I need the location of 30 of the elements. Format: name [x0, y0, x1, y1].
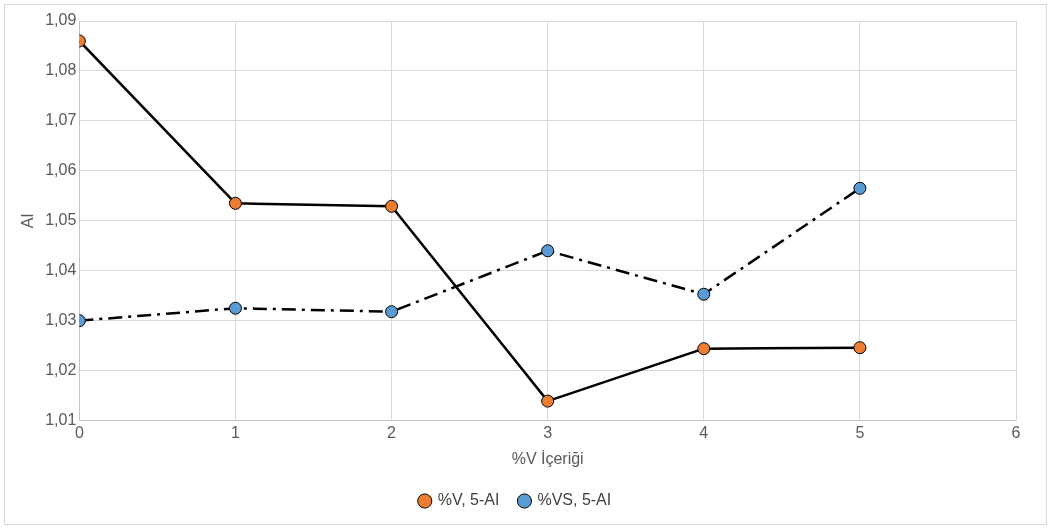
x-tick-label: 4	[699, 423, 709, 441]
legend-label: %V, 5-AI	[437, 491, 500, 509]
legend-label: %VS, 5-AI	[537, 491, 612, 509]
y-axis-title: AI	[19, 213, 37, 229]
y-tick-label: 1,03	[45, 311, 77, 329]
x-tick-label: 2	[387, 423, 397, 441]
x-tick-label: 5	[855, 423, 865, 441]
y-tick-label: 1,08	[45, 61, 77, 79]
y-tick-label: 1,05	[45, 211, 77, 229]
y-tick-label: 1,04	[45, 261, 77, 279]
point	[853, 341, 867, 355]
point	[853, 181, 867, 195]
y-tick-label: 1,01	[45, 411, 77, 429]
y-tick-label: 1,09	[45, 11, 77, 29]
x-tick-label: 6	[1011, 423, 1021, 441]
point	[228, 301, 242, 315]
x-tick-label: 3	[543, 423, 553, 441]
y-tick-label: 1,02	[45, 361, 77, 379]
point	[697, 342, 711, 356]
point	[541, 394, 555, 408]
y-tick-label: 1,06	[45, 161, 77, 179]
x-tick-label: 1	[231, 423, 240, 441]
point	[385, 305, 399, 319]
point	[385, 199, 399, 213]
point	[228, 196, 242, 210]
x-tick-label: 0	[74, 423, 84, 441]
x-axis-title: %V İçeriği	[511, 448, 584, 467]
y-tick-label: 1,07	[45, 111, 77, 129]
point	[541, 244, 555, 258]
point	[697, 287, 711, 301]
